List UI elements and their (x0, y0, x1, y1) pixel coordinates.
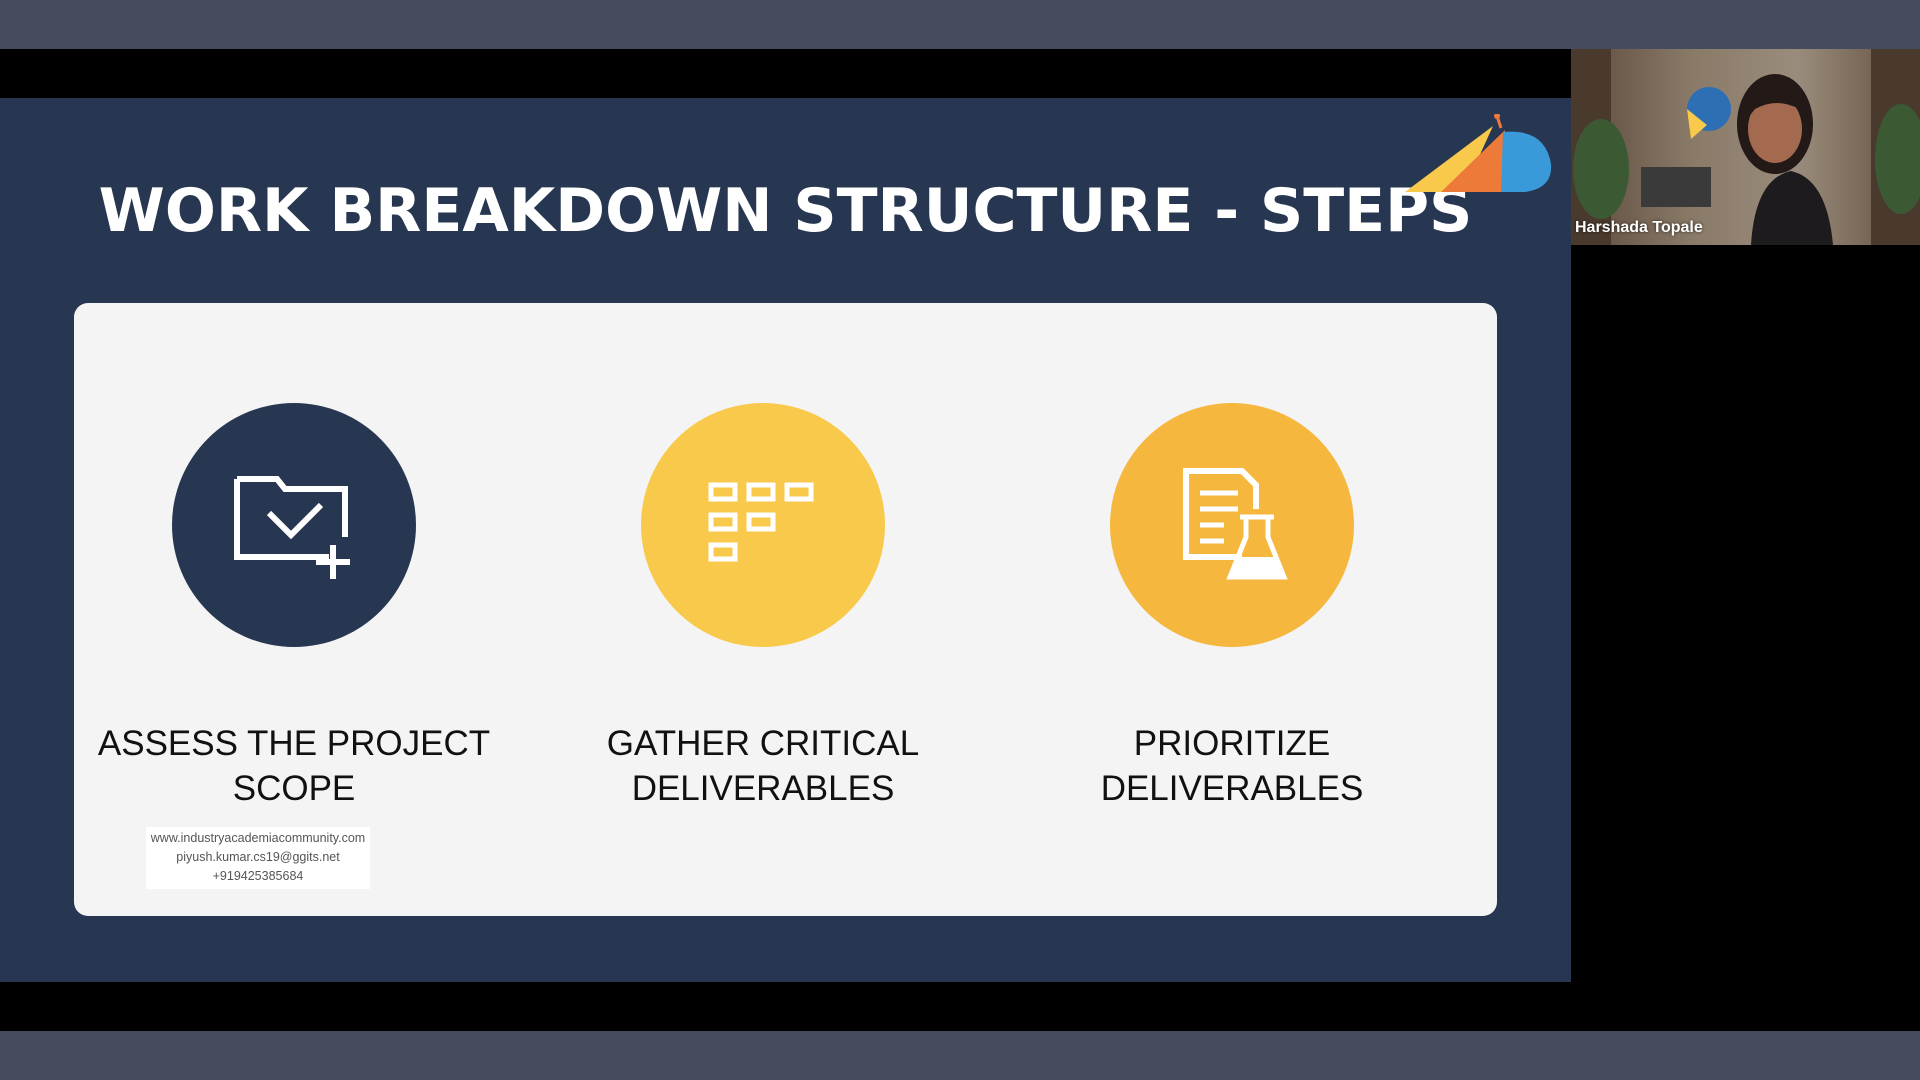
step-prioritize-deliverables: PRIORITIZE DELIVERABLES (1012, 303, 1452, 916)
meeting-top-bar (0, 0, 1920, 49)
document-flask-icon (1183, 468, 1288, 580)
step-assess-scope: ASSESS THE PROJECT SCOPE www.industryaca… (74, 303, 514, 916)
step-circle (1110, 403, 1354, 647)
participant-video-tile[interactable]: Harshada Topale (1571, 49, 1920, 245)
step-circle (172, 403, 416, 647)
step-circle (641, 403, 885, 647)
step-label: PRIORITIZE DELIVERABLES (1100, 724, 1364, 808)
watermark-contact-box: www.industryacademiacommunity.com piyush… (146, 827, 370, 889)
company-logo-icon (1405, 114, 1552, 192)
folder-check-add-icon (234, 476, 350, 579)
step-gather-deliverables: GATHER CRITICAL DELIVERABLES (543, 303, 983, 916)
participant-name-label: Harshada Topale (1575, 219, 1703, 236)
watermark-email: piyush.kumar.cs19@ggits.net (176, 850, 340, 864)
steps-card: ASSESS THE PROJECT SCOPE www.industryaca… (74, 303, 1497, 916)
step-label: ASSESS THE PROJECT SCOPE (97, 724, 491, 808)
watermark-website: www.industryacademiacommunity.com (150, 831, 366, 845)
participant-video-feed (1571, 49, 1920, 245)
slide-title: WORK BREAKDOWN STRUCTURE - STEPS (98, 176, 1473, 246)
meeting-bottom-bar (0, 1031, 1920, 1080)
watermark-phone: +919425385684 (212, 869, 304, 883)
presentation-slide: WORK BREAKDOWN STRUCTURE - STEPS ASSESS … (0, 98, 1571, 982)
step-label: GATHER CRITICAL DELIVERABLES (606, 724, 920, 808)
hierarchy-grid-icon (708, 482, 814, 562)
